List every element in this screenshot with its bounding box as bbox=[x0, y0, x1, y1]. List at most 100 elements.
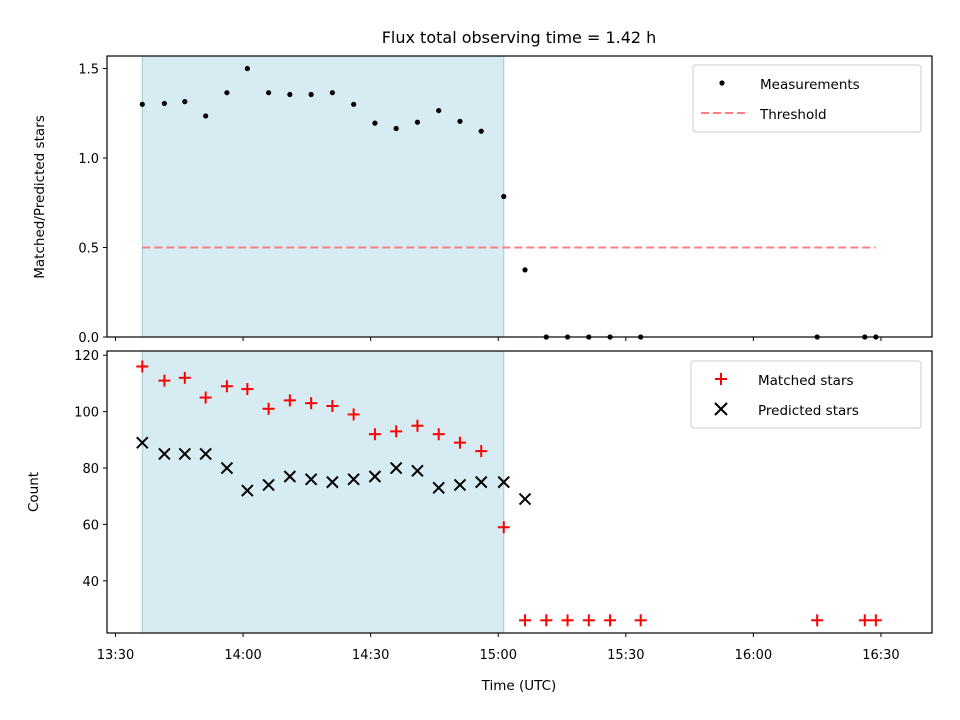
measurement-points bbox=[139, 65, 879, 340]
measurement-point bbox=[372, 120, 378, 126]
matched-star-point bbox=[326, 399, 339, 412]
y-tick-label: 100 bbox=[74, 406, 99, 421]
top-legend: Measurements Threshold bbox=[692, 64, 922, 133]
predicted-star-point bbox=[497, 475, 510, 489]
matched-star-point bbox=[604, 614, 617, 627]
bottom-y-axis-label: Count bbox=[26, 472, 42, 512]
matched-star-point bbox=[561, 614, 574, 627]
matched-star-point bbox=[136, 360, 149, 373]
x-tick-label: 16:30 bbox=[862, 648, 899, 663]
bottom-legend-box bbox=[690, 360, 922, 429]
legend-measurements-label: Measurements bbox=[760, 77, 860, 93]
matched-star-point bbox=[262, 402, 275, 415]
predicted-star-point bbox=[158, 447, 171, 461]
predicted-star-point bbox=[347, 473, 360, 486]
y-tick-label: 80 bbox=[82, 462, 99, 477]
legend-matched-label: Matched stars bbox=[758, 373, 854, 389]
matched-star-point bbox=[453, 436, 466, 449]
measurement-point bbox=[351, 101, 357, 107]
measurement-point bbox=[501, 193, 507, 200]
predicted-star-point bbox=[178, 447, 192, 461]
predicted-star-point bbox=[241, 484, 254, 497]
measurement-point bbox=[522, 267, 528, 273]
measurement-point bbox=[139, 101, 145, 107]
predicted-star-point bbox=[199, 447, 212, 461]
x-tick-label: 14:30 bbox=[352, 648, 389, 663]
predicted-star-point bbox=[475, 475, 488, 489]
predicted-star-point bbox=[326, 475, 339, 489]
matched-star-point bbox=[540, 614, 553, 627]
predicted-star-point bbox=[304, 473, 318, 486]
matched-star-point bbox=[158, 374, 171, 387]
measurement-point bbox=[287, 91, 293, 98]
matched-stars-points bbox=[136, 360, 882, 627]
predicted-star-point bbox=[262, 478, 275, 492]
predicted-star-point bbox=[220, 461, 234, 475]
x-axis-label: Time (UTC) bbox=[481, 678, 557, 694]
predicted-star-point bbox=[518, 492, 532, 506]
matched-star-point bbox=[869, 614, 882, 627]
matched-star-point bbox=[811, 614, 824, 627]
bottom-axes-frame bbox=[106, 350, 933, 634]
x-tick-label: 16:00 bbox=[735, 648, 772, 663]
measurement-point bbox=[265, 90, 272, 96]
measurement-point bbox=[393, 125, 399, 132]
x-tick-label: 13:30 bbox=[97, 648, 134, 663]
measurement-point bbox=[414, 119, 421, 125]
predicted-star-point bbox=[432, 481, 445, 494]
legend-predicted-label: Predicted stars bbox=[758, 403, 859, 419]
predicted-star-point bbox=[453, 478, 467, 492]
measurement-point bbox=[224, 90, 230, 96]
top-panel: 0.0 0.5 1.0 1.5 Flux total observing time =… bbox=[32, 28, 933, 346]
y-tick-label: 60 bbox=[82, 518, 99, 533]
matched-star-point bbox=[497, 521, 510, 534]
measurement-point bbox=[203, 113, 209, 119]
matched-star-point bbox=[178, 371, 191, 384]
bottom-legend: Matched stars Predicted stars bbox=[690, 360, 922, 429]
measurement-point bbox=[244, 65, 250, 72]
matched-star-point bbox=[220, 380, 233, 393]
predicted-stars-points bbox=[136, 436, 532, 506]
measurement-point bbox=[436, 107, 442, 114]
top-y-axis-label: Matched/Predicted stars bbox=[32, 115, 48, 278]
predicted-star-point bbox=[411, 464, 424, 478]
legend-matched-marker bbox=[715, 373, 727, 385]
measurement-point bbox=[308, 91, 314, 98]
top-y-ticks: 0.0 0.5 1.0 1.5 bbox=[78, 63, 107, 346]
matched-star-point bbox=[390, 425, 403, 438]
matched-star-point bbox=[475, 445, 488, 458]
matched-star-point bbox=[347, 408, 360, 421]
measurement-point bbox=[182, 99, 188, 105]
y-tick-label: 0.0 bbox=[78, 331, 99, 346]
y-tick-label: 1.5 bbox=[78, 63, 99, 78]
legend-predicted-marker bbox=[714, 402, 728, 416]
y-tick-label: 1.0 bbox=[78, 152, 99, 167]
top-axes-frame bbox=[106, 55, 933, 338]
matched-star-point bbox=[199, 391, 212, 404]
y-tick-label: 40 bbox=[82, 575, 99, 590]
y-tick-label: 120 bbox=[74, 349, 99, 364]
x-tick-label: 15:00 bbox=[480, 648, 517, 663]
top-shaded-interval bbox=[141, 55, 505, 338]
x-tick-label: 14:00 bbox=[224, 648, 261, 663]
matched-star-point bbox=[411, 419, 424, 432]
bottom-panel: 40 60 80 100 120 13:30 14:00 14:30 15:00 15:30 16… bbox=[26, 349, 933, 694]
predicted-star-point bbox=[136, 436, 149, 449]
bottom-y-ticks: 40 60 80 100 120 bbox=[74, 349, 107, 590]
matched-star-point bbox=[368, 428, 381, 441]
legend-measurements-marker bbox=[719, 80, 725, 86]
measurement-point bbox=[329, 90, 335, 96]
matched-star-point bbox=[283, 394, 296, 407]
matched-star-point bbox=[432, 428, 445, 441]
top-legend-box bbox=[692, 64, 922, 133]
matched-star-point bbox=[241, 383, 254, 396]
matched-star-point bbox=[305, 397, 318, 410]
top-x-ticks bbox=[115, 337, 882, 341]
matched-star-point bbox=[519, 614, 532, 627]
matched-star-point bbox=[858, 614, 871, 627]
predicted-star-point bbox=[283, 470, 297, 483]
bottom-x-ticks: 13:30 14:00 14:30 15:00 15:30 16:00 16:30 bbox=[97, 633, 900, 663]
predicted-star-point bbox=[389, 461, 403, 475]
y-tick-label: 0.5 bbox=[78, 242, 99, 257]
